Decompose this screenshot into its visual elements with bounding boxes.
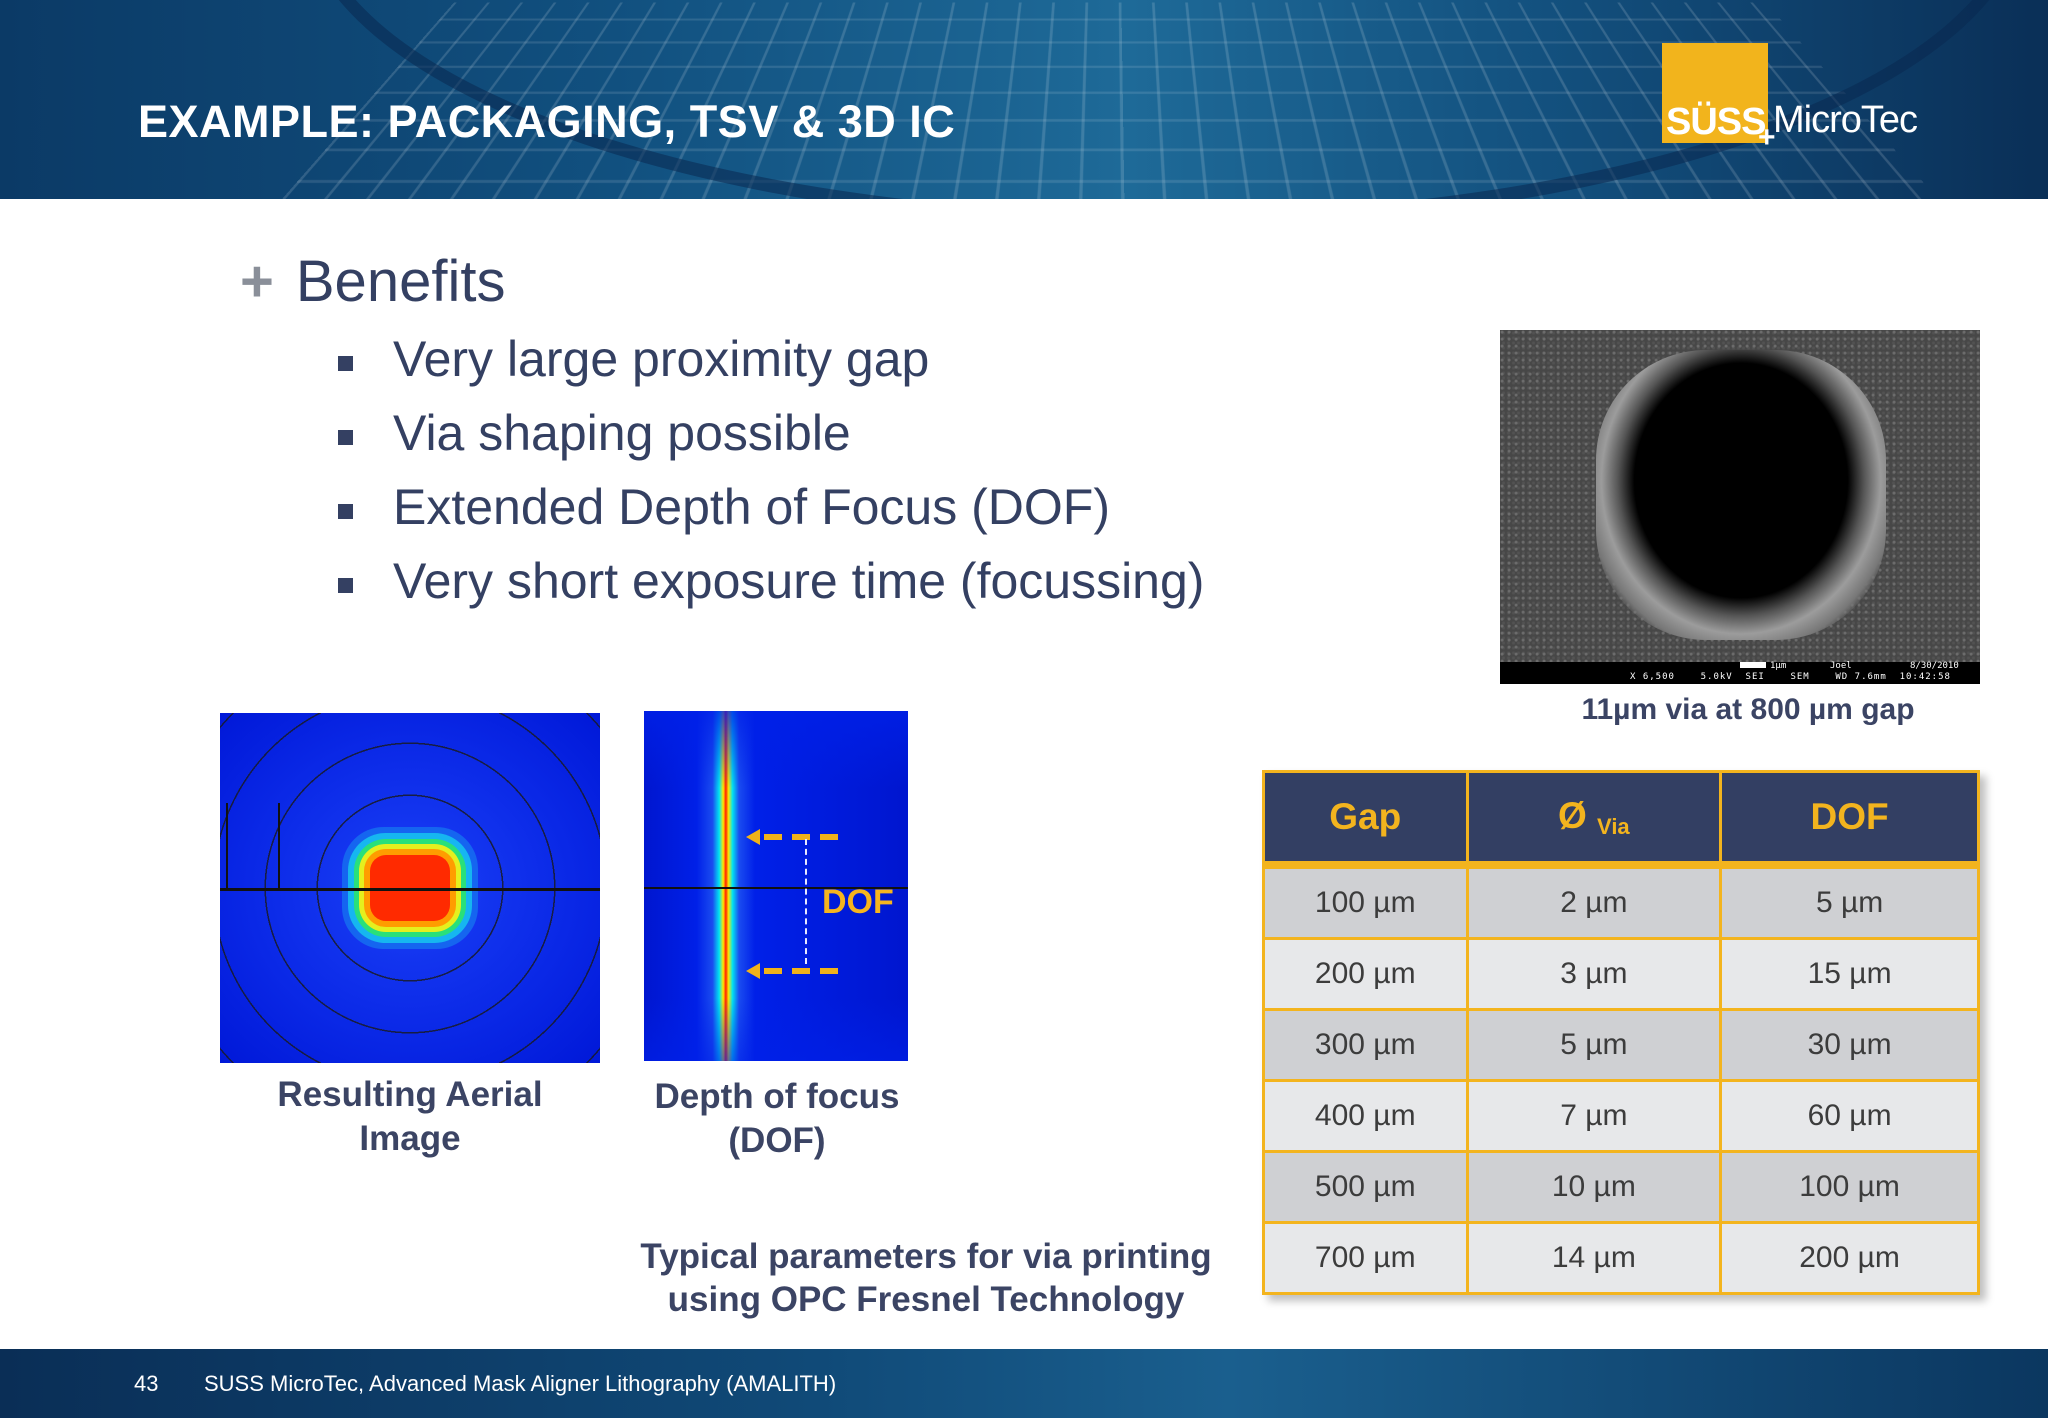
cell-via: 5 µm bbox=[1467, 1010, 1721, 1081]
section-title: Benefits bbox=[296, 249, 506, 314]
page-number: 43 bbox=[134, 1371, 158, 1397]
header-dof: DOF bbox=[1721, 772, 1979, 866]
cell-via: 14 µm bbox=[1467, 1223, 1721, 1294]
cell-via: 10 µm bbox=[1467, 1152, 1721, 1223]
list-item: Extended Depth of Focus (DOF) bbox=[335, 478, 1204, 552]
dof-top-dash bbox=[764, 834, 844, 840]
aerial-image bbox=[220, 713, 600, 1063]
table-row: 300 µm 5 µm 30 µm bbox=[1264, 1010, 1979, 1081]
dof-image: DOF bbox=[644, 711, 908, 1061]
sem-caption: 11µm via at 800 µm gap bbox=[1500, 693, 1996, 727]
logo-suss: SÜSS bbox=[1666, 101, 1765, 144]
bullet-square-icon bbox=[338, 430, 353, 445]
section-heading: + Benefits bbox=[240, 248, 505, 315]
arrow-left-icon bbox=[746, 963, 760, 979]
cell-dof: 30 µm bbox=[1721, 1010, 1979, 1081]
via-sub: Via bbox=[1597, 814, 1630, 839]
cell-dof: 100 µm bbox=[1721, 1152, 1979, 1223]
sem-scale-bar bbox=[1740, 662, 1766, 668]
bullet-text: Via shaping possible bbox=[393, 405, 851, 461]
cell-gap: 100 µm bbox=[1264, 865, 1468, 939]
table-row: 200 µm 3 µm 15 µm bbox=[1264, 939, 1979, 1010]
table-caption-line1: Typical parameters for via printing bbox=[600, 1235, 1252, 1278]
aerial-marker bbox=[226, 803, 280, 888]
dof-caption-line2: (DOF) bbox=[632, 1119, 922, 1163]
header-via: Ø Via bbox=[1467, 772, 1721, 866]
benefits-list: Very large proximity gap Via shaping pos… bbox=[335, 330, 1204, 626]
list-item: Via shaping possible bbox=[335, 404, 1204, 478]
table-row: 400 µm 7 µm 60 µm bbox=[1264, 1081, 1979, 1152]
sem-info: X 6,500 5.0kV SEI SEM WD 7.6mm 10:42:58 bbox=[1630, 672, 1951, 682]
dof-label: DOF bbox=[822, 883, 894, 922]
suss-microtec-logo: SÜSS + MicroTec bbox=[1662, 43, 1912, 143]
header-gap: Gap bbox=[1264, 772, 1468, 866]
footer-text: SUSS MicroTec, Advanced Mask Aligner Lit… bbox=[204, 1371, 836, 1397]
cell-dof: 60 µm bbox=[1721, 1081, 1979, 1152]
list-item: Very short exposure time (focussing) bbox=[335, 552, 1204, 626]
dof-bottom-dash bbox=[764, 968, 844, 974]
cell-gap: 700 µm bbox=[1264, 1223, 1468, 1294]
table-caption: Typical parameters for via printing usin… bbox=[600, 1235, 1252, 1321]
table-row: 500 µm 10 µm 100 µm bbox=[1264, 1152, 1979, 1223]
bullet-text: Extended Depth of Focus (DOF) bbox=[393, 479, 1110, 535]
cell-gap: 500 µm bbox=[1264, 1152, 1468, 1223]
aerial-axis bbox=[220, 888, 600, 891]
sem-via-image: X 6,500 5.0kV SEI SEM WD 7.6mm 10:42:58 … bbox=[1500, 330, 1980, 684]
table-caption-line2: using OPC Fresnel Technology bbox=[600, 1278, 1252, 1321]
table-header-row: Gap Ø Via DOF bbox=[1264, 772, 1979, 866]
footer-bar: 43 SUSS MicroTec, Advanced Mask Aligner … bbox=[0, 1349, 2048, 1418]
via-symbol: Ø bbox=[1558, 795, 1587, 836]
dof-caption: Depth of focus (DOF) bbox=[632, 1075, 922, 1163]
cell-via: 2 µm bbox=[1467, 865, 1721, 939]
cell-gap: 200 µm bbox=[1264, 939, 1468, 1010]
plus-icon: + bbox=[240, 249, 274, 314]
parameters-table: Gap Ø Via DOF 100 µm 2 µm 5 µm 200 µm 3 … bbox=[1262, 770, 1980, 1295]
dof-range-line bbox=[805, 839, 807, 964]
table-row: 100 µm 2 µm 5 µm bbox=[1264, 865, 1979, 939]
table-row: 700 µm 14 µm 200 µm bbox=[1264, 1223, 1979, 1294]
sem-user: Joel bbox=[1830, 661, 1852, 671]
cell-via: 3 µm bbox=[1467, 939, 1721, 1010]
bullet-text: Very short exposure time (focussing) bbox=[393, 553, 1204, 609]
sem-scale-label: 1μm bbox=[1770, 661, 1786, 671]
cell-via: 7 µm bbox=[1467, 1081, 1721, 1152]
list-item: Very large proximity gap bbox=[335, 330, 1204, 404]
bullet-text: Very large proximity gap bbox=[393, 331, 929, 387]
cell-gap: 300 µm bbox=[1264, 1010, 1468, 1081]
sem-date: 8/30/2010 bbox=[1910, 661, 1959, 671]
aerial-caption-line1: Resulting Aerial bbox=[220, 1073, 600, 1117]
bullet-square-icon bbox=[338, 504, 353, 519]
cell-dof: 5 µm bbox=[1721, 865, 1979, 939]
sem-info-text: X 6,500 5.0kV SEI SEM WD 7.6mm 10:42:58 bbox=[1630, 672, 1951, 682]
via-hole bbox=[1596, 350, 1886, 640]
slide-title: EXAMPLE: PACKAGING, TSV & 3D IC bbox=[138, 96, 955, 148]
aerial-caption-line2: Image bbox=[220, 1117, 600, 1161]
cell-dof: 200 µm bbox=[1721, 1223, 1979, 1294]
header-banner: EXAMPLE: PACKAGING, TSV & 3D IC SÜSS + M… bbox=[0, 0, 2048, 199]
dof-caption-line1: Depth of focus bbox=[632, 1075, 922, 1119]
logo-microtec: MicroTec bbox=[1773, 99, 1917, 142]
cell-dof: 15 µm bbox=[1721, 939, 1979, 1010]
cell-gap: 400 µm bbox=[1264, 1081, 1468, 1152]
bullet-square-icon bbox=[338, 578, 353, 593]
bullet-square-icon bbox=[338, 356, 353, 371]
aerial-caption: Resulting Aerial Image bbox=[220, 1073, 600, 1161]
arrow-left-icon bbox=[746, 829, 760, 845]
